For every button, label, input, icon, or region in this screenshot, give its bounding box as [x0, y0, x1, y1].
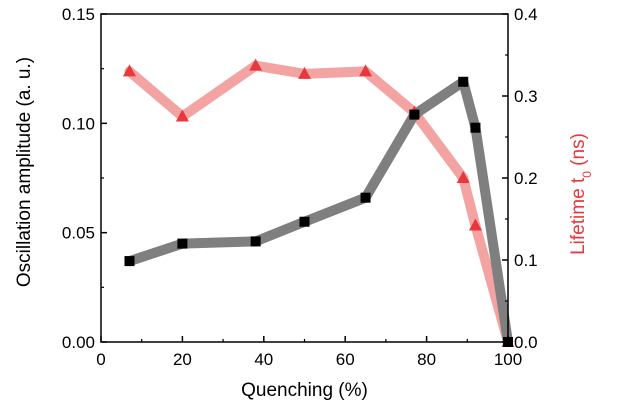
x-tick-label: 20 [173, 350, 192, 369]
y-right-tick-label: 0.3 [514, 87, 538, 106]
lifetime-point [298, 66, 311, 79]
y-right-axis-title-suffix: (ns) [568, 133, 589, 171]
y-right-tick-label: 0.0 [514, 333, 538, 352]
lifetime-point [249, 58, 263, 71]
y-left-tick-label: 0.10 [62, 114, 95, 133]
x-tick-label: 60 [336, 350, 355, 369]
series-layer [122, 58, 515, 347]
amplitude-point [458, 76, 469, 87]
x-tick-label: 0 [96, 350, 105, 369]
lifetime-point [468, 218, 482, 231]
y-right-axis-title-main: Lifetime t [568, 177, 589, 255]
amplitude-point [299, 216, 310, 227]
lifetime-series-line [124, 60, 513, 347]
y-right-tick-label: 0.2 [514, 169, 538, 188]
amplitude-point [177, 238, 188, 249]
lifetime-point [122, 64, 136, 77]
x-tick-label: 40 [254, 350, 273, 369]
y-right-axis-title: Lifetime t0 (ns) [568, 133, 594, 255]
y-left-tick-label: 0.15 [62, 5, 95, 24]
amplitude-point [470, 122, 481, 133]
amplitude-point [124, 256, 135, 267]
x-tick-label: 100 [494, 350, 522, 369]
lifetime-point [456, 171, 470, 183]
amplitude-point [409, 109, 420, 120]
plot-frame [100, 13, 509, 343]
y-left-axis-title: Oscillation amplitude (a. u.) [14, 57, 35, 287]
lifetime-point [359, 64, 373, 77]
amplitude-point [250, 236, 261, 247]
amplitude-point [360, 192, 371, 203]
y-right-tick-label: 0.1 [514, 251, 538, 270]
y-left-tick-label: 0.00 [62, 333, 95, 352]
y-right-axis-title-subscript: 0 [580, 171, 594, 178]
axes-layer: 0 20 40 60 80 100 0.00 0.05 0.10 0.15 0.0 0.1 0.2 0.3… [62, 5, 538, 369]
y-left-tick-label: 0.05 [62, 224, 95, 243]
x-axis-title: Quenching (%) [241, 380, 368, 401]
y-right-tick-label: 0.4 [514, 5, 538, 24]
lifetime-point [175, 109, 189, 122]
x-tick-label: 80 [417, 350, 436, 369]
